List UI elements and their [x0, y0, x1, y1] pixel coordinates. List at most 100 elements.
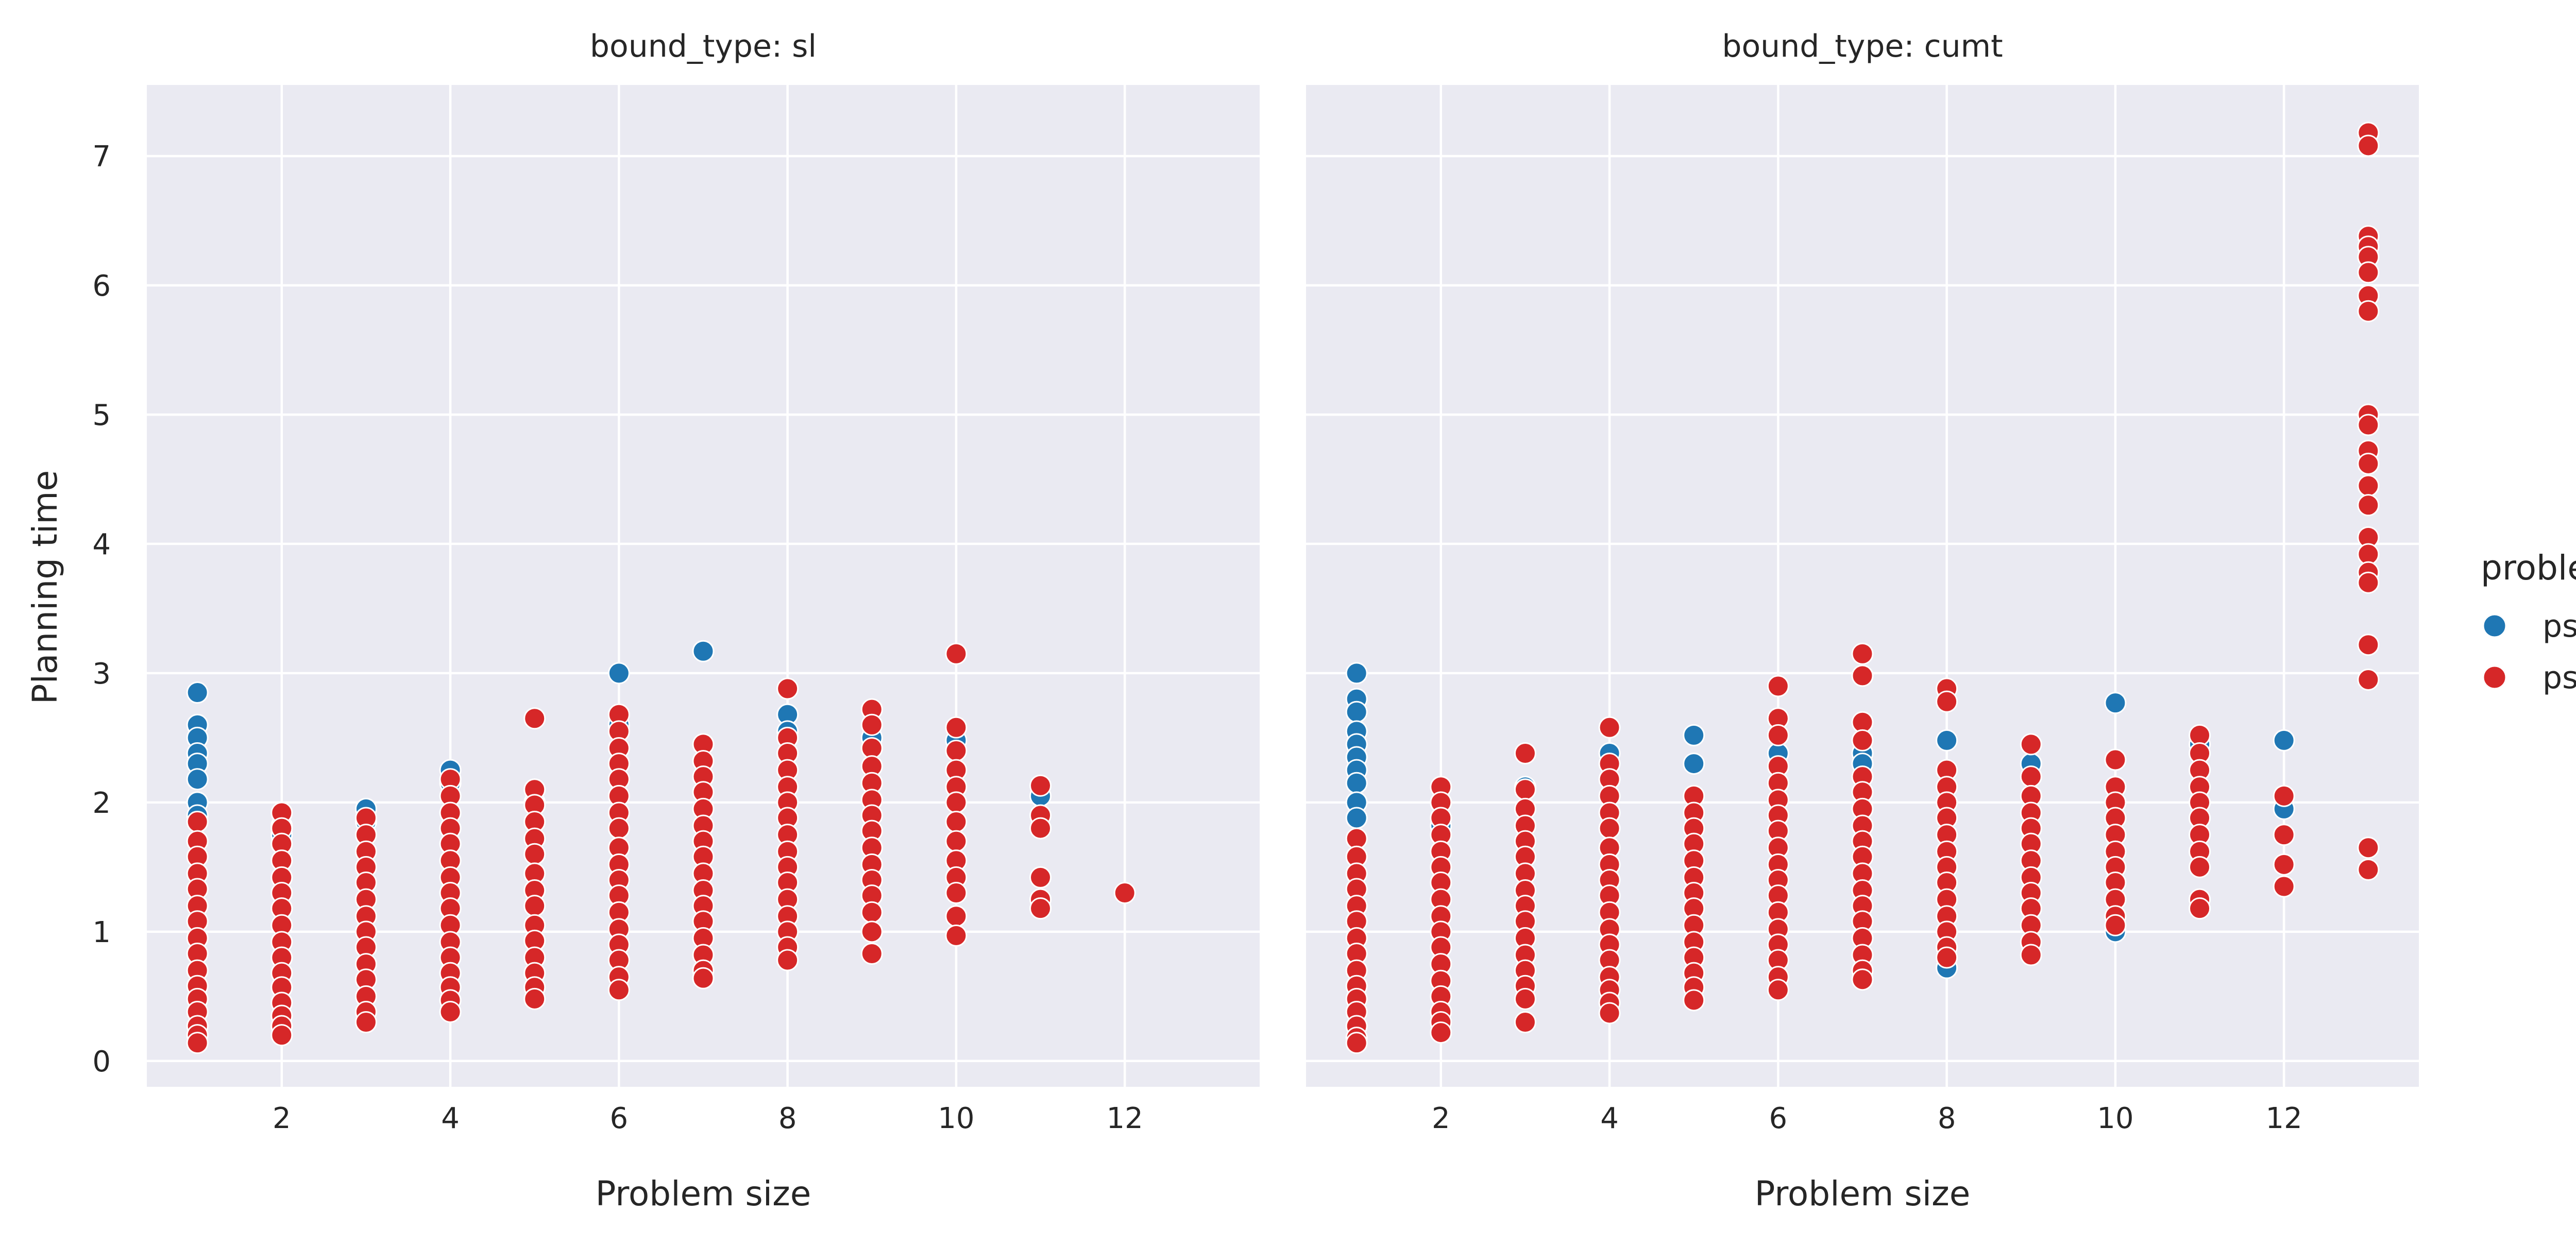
data-point-ps3ts-cumt-177	[2357, 300, 2380, 322]
data-point-ps3ts-sl-140	[860, 920, 883, 943]
data-point-ps3ts-cumt-65	[1598, 1002, 1621, 1025]
data-point-ps3ts-sl-76	[523, 987, 546, 1010]
data-point-ps3ts-cumt-179	[2357, 414, 2380, 436]
data-point-ps3ts-cumt-47	[1514, 1011, 1536, 1034]
data-point-ps3ts-sl-157	[1029, 817, 1052, 840]
x-tick-labels-cumt: 2 4 6 8 10 12	[1432, 1102, 2302, 1135]
data-point-ps3ts-cumt-169	[2273, 875, 2295, 898]
data-point-ps3-cumt-2	[1345, 701, 1368, 723]
legend-label-ps3ts: ps3ts	[2543, 660, 2576, 696]
data-point-ps3ts-cumt-101	[1851, 729, 1874, 752]
x-tick-labels-sl: 2 4 6 8 10 12	[273, 1102, 1143, 1135]
data-point-ps3ts-sl-149	[945, 830, 968, 852]
data-point-ps3ts-cumt-79	[1683, 989, 1705, 1012]
y-tick-label-1: 1	[92, 916, 111, 949]
data-point-ps3ts-sl-160	[1029, 897, 1052, 920]
x-tick-label-8-cumt: 8	[1938, 1102, 1956, 1135]
data-point-ps3ts-cumt-171	[2357, 134, 2380, 157]
data-point-ps3ts-cumt-143	[2020, 944, 2042, 966]
data-point-ps3-cumt-14	[1683, 753, 1705, 775]
data-point-ps3ts-cumt-31	[1430, 1021, 1452, 1044]
x-axis-label-sl: Problem size	[596, 1174, 811, 1214]
legend-label-ps3: ps3	[2543, 608, 2576, 644]
x-tick-label-2-sl: 2	[273, 1102, 291, 1135]
data-point-ps3ts-cumt-183	[2357, 494, 2380, 517]
y-tick-label-5: 5	[92, 399, 111, 432]
data-point-ps3ts-cumt-14	[1345, 1032, 1368, 1054]
data-point-ps3ts-sl-155	[1029, 774, 1052, 797]
data-point-ps3-sl-5	[186, 768, 209, 791]
data-point-ps3ts-sl-61	[439, 1000, 462, 1023]
data-point-ps3-sl-18	[692, 640, 715, 662]
x-tick-label-10-sl: 10	[938, 1102, 974, 1135]
data-point-ps3ts-cumt-33	[1514, 778, 1536, 801]
data-point-ps3ts-cumt-32	[1514, 742, 1536, 765]
data-point-ps3ts-sl-158	[1029, 866, 1052, 889]
data-point-ps3ts-cumt-187	[2357, 571, 2380, 594]
data-point-ps3ts-cumt-154	[2104, 914, 2127, 936]
data-point-ps3ts-sl-147	[945, 791, 968, 814]
data-point-ps3ts-sl-94	[607, 979, 630, 1001]
data-point-ps3-cumt-9	[1345, 807, 1368, 829]
data-point-ps3ts-sl-139	[860, 901, 883, 924]
x-tick-label-4-cumt: 4	[1600, 1102, 1619, 1135]
data-point-ps3ts-cumt-48	[1598, 716, 1621, 739]
data-point-ps3ts-sl-84	[607, 817, 630, 840]
data-point-ps3ts-cumt-168	[2273, 853, 2295, 876]
y-tick-label-4: 4	[92, 528, 111, 561]
data-point-ps3ts-cumt-130	[1936, 946, 1958, 969]
data-point-ps3ts-cumt-99	[1851, 664, 1874, 687]
legend-title: problem	[2481, 548, 2576, 588]
y-tick-label-2: 2	[92, 787, 111, 820]
data-point-ps3ts-sl-154	[945, 924, 968, 947]
data-point-ps3-sl-16	[607, 662, 630, 685]
panel-cumt: bound_type: cumt 2 4 6 8 10 12 Problem size	[1306, 28, 2419, 1214]
data-point-ps3ts-cumt-46	[1514, 987, 1536, 1010]
data-point-ps3ts-cumt-188	[2357, 634, 2380, 656]
data-point-ps3ts-sl-67	[523, 843, 546, 865]
x-tick-label-12-sl: 12	[1107, 1102, 1143, 1135]
data-point-ps3ts-cumt-167	[2273, 824, 2295, 846]
data-point-ps3ts-sl-152	[945, 882, 968, 904]
data-point-ps3ts-sl-161	[1113, 882, 1136, 904]
x-tick-label-6-sl: 6	[610, 1102, 629, 1135]
data-point-ps3ts-sl-153	[945, 905, 968, 928]
y-tick-labels-sl: 0 1 2 3 4 5 6 7	[92, 140, 111, 1079]
data-point-ps3-cumt-0	[1345, 662, 1368, 685]
data-point-ps3ts-cumt-181	[2357, 452, 2380, 475]
data-point-ps3ts-sl-126	[776, 949, 799, 971]
x-tick-label-10-cumt: 10	[2097, 1102, 2133, 1135]
data-point-ps3-cumt-13	[1683, 724, 1705, 746]
data-point-ps3ts-sl-148	[945, 811, 968, 833]
data-point-ps3ts-cumt-190	[2357, 837, 2380, 859]
x-tick-label-4-sl: 4	[441, 1102, 460, 1135]
legend: problem ps3 ps3ts	[2481, 548, 2576, 696]
data-point-ps3ts-sl-144	[945, 739, 968, 762]
data-point-ps3ts-cumt-144	[2104, 748, 2127, 771]
data-point-ps3ts-cumt-175	[2357, 261, 2380, 284]
data-point-ps3ts-sl-143	[945, 716, 968, 739]
legend-marker-ps3	[2482, 613, 2507, 638]
data-point-ps3ts-sl-62	[523, 707, 546, 730]
x-axis-label-cumt: Problem size	[1755, 1174, 1971, 1214]
data-point-ps3ts-cumt-131	[2020, 733, 2042, 756]
data-point-ps3ts-sl-70	[523, 895, 546, 917]
y-tick-label-7: 7	[92, 140, 111, 174]
data-point-ps3-cumt-21	[2104, 692, 2127, 714]
data-point-ps3ts-cumt-182	[2357, 474, 2380, 497]
data-point-ps3ts-cumt-165	[2189, 897, 2211, 920]
data-point-ps3ts-sl-142	[945, 642, 968, 665]
data-point-ps3ts-cumt-115	[1851, 968, 1874, 991]
data-point-ps3ts-sl-45	[354, 1011, 377, 1034]
data-point-ps3ts-cumt-53	[1598, 817, 1621, 840]
panel-title-sl: bound_type: sl	[590, 28, 817, 64]
data-point-ps3ts-cumt-117	[1936, 690, 1958, 713]
data-point-ps3ts-cumt-166	[2273, 784, 2295, 807]
data-points-sl	[186, 640, 1136, 1054]
data-point-ps3-cumt-7	[1345, 772, 1368, 794]
data-point-ps3ts-sl-15	[186, 1032, 209, 1054]
data-point-ps3ts-sl-31	[270, 1024, 293, 1047]
y-axis-label: Planning time	[25, 470, 65, 704]
